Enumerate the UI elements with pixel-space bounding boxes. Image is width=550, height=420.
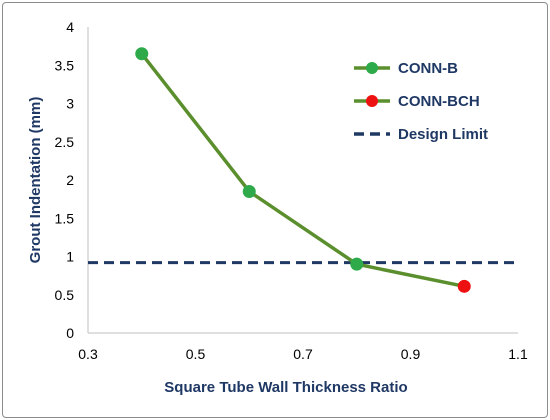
axes bbox=[87, 27, 518, 334]
y-tick-label: 0.5 bbox=[55, 287, 75, 303]
y-tick-label: 2.5 bbox=[55, 134, 75, 150]
x-tick-label: 0.7 bbox=[293, 346, 313, 362]
y-axis-title: Grout Indentation (mm) bbox=[27, 97, 44, 264]
x-tick-label: 0.3 bbox=[78, 346, 98, 362]
x-tick-label: 0.9 bbox=[401, 346, 421, 362]
y-tick-labels: 0 0.5 1 1.5 2 2.5 3 3.5 4 bbox=[55, 19, 75, 341]
series-lines bbox=[140, 52, 465, 289]
y-tick-label: 1.5 bbox=[55, 210, 75, 226]
data-point bbox=[350, 257, 364, 271]
x-tick-labels: 0.3 0.5 0.7 0.9 1.1 bbox=[78, 346, 528, 362]
series-points bbox=[135, 47, 471, 293]
x-axis-title: Square Tube Wall Thickness Ratio bbox=[164, 379, 407, 396]
x-tick-label: 1.1 bbox=[508, 346, 528, 362]
y-tick-label: 4 bbox=[66, 19, 74, 35]
legend: CONN-B CONN-BCH Design Limit bbox=[354, 60, 488, 143]
data-point bbox=[242, 184, 256, 198]
y-tick-label: 1 bbox=[66, 249, 74, 265]
legend-label: CONN-B bbox=[398, 60, 458, 77]
series-line-conn-bch bbox=[356, 262, 465, 289]
legend-label: CONN-BCH bbox=[398, 93, 480, 110]
y-tick-label: 2 bbox=[66, 172, 74, 188]
y-tick-label: 3 bbox=[66, 96, 74, 112]
data-point bbox=[457, 279, 471, 293]
y-tick-label: 0 bbox=[66, 325, 74, 341]
data-point bbox=[135, 47, 149, 61]
legend-label: Design Limit bbox=[398, 126, 488, 143]
y-tick-label: 3.5 bbox=[55, 57, 75, 73]
x-tick-label: 0.5 bbox=[186, 346, 206, 362]
legend-marker bbox=[366, 62, 378, 74]
series-line-conn-b bbox=[140, 52, 358, 266]
legend-marker bbox=[366, 95, 378, 107]
